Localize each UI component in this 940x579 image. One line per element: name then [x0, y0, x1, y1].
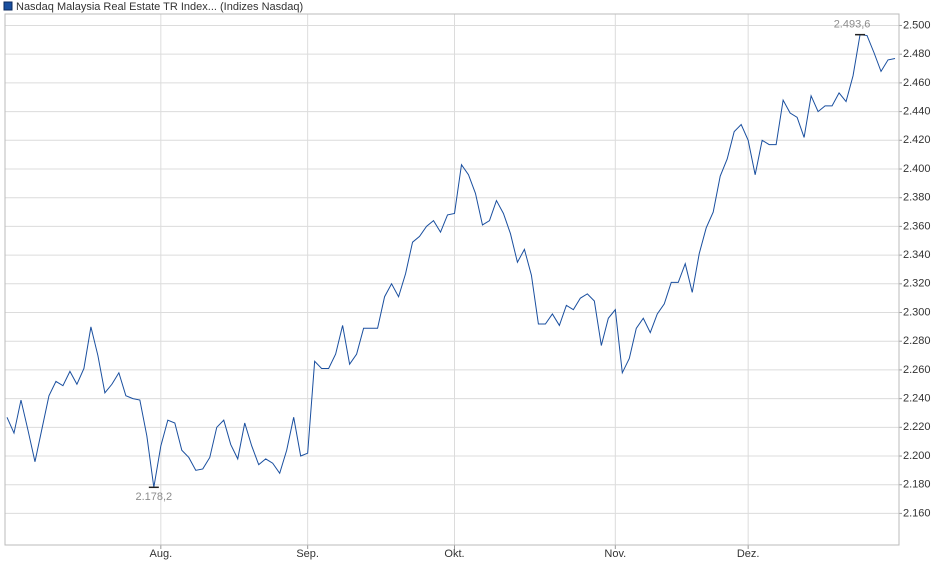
y-tick-label: 2.300	[903, 306, 931, 318]
x-tick-label: Nov.	[604, 548, 626, 560]
plot-frame	[4, 13, 900, 546]
y-tick-label: 2.400	[903, 163, 931, 175]
legend-label: Nasdaq Malaysia Real Estate TR Index... …	[16, 1, 303, 13]
y-tick-label: 2.320	[903, 278, 931, 290]
x-tick-label: Aug.	[150, 548, 173, 560]
y-tick-label: 2.500	[903, 19, 931, 31]
y-tick-label: 2.280	[903, 335, 931, 347]
value-label: 2.493,6	[834, 19, 871, 31]
y-tick-label: 2.440	[903, 105, 931, 117]
y-tick-label: 2.360	[903, 220, 931, 232]
x-tick-label: Dez.	[737, 548, 760, 560]
y-tick-label: 2.180	[903, 479, 931, 491]
y-tick-label: 2.460	[903, 77, 931, 89]
y-tick-label: 2.380	[903, 192, 931, 204]
y-tick-label: 2.260	[903, 364, 931, 376]
y-tick-label: 2.200	[903, 450, 931, 462]
legend-swatch	[3, 1, 13, 11]
x-tick-label: Okt.	[444, 548, 464, 560]
y-tick-label: 2.480	[903, 48, 931, 60]
y-tick-label: 2.160	[903, 507, 931, 519]
x-tick-label: Sep.	[296, 548, 319, 560]
y-tick-label: 2.420	[903, 134, 931, 146]
y-tick-label: 2.220	[903, 421, 931, 433]
value-label: 2.178,2	[135, 491, 172, 503]
y-tick-label: 2.340	[903, 249, 931, 261]
y-tick-label: 2.240	[903, 393, 931, 405]
series-line	[6, 34, 896, 488]
